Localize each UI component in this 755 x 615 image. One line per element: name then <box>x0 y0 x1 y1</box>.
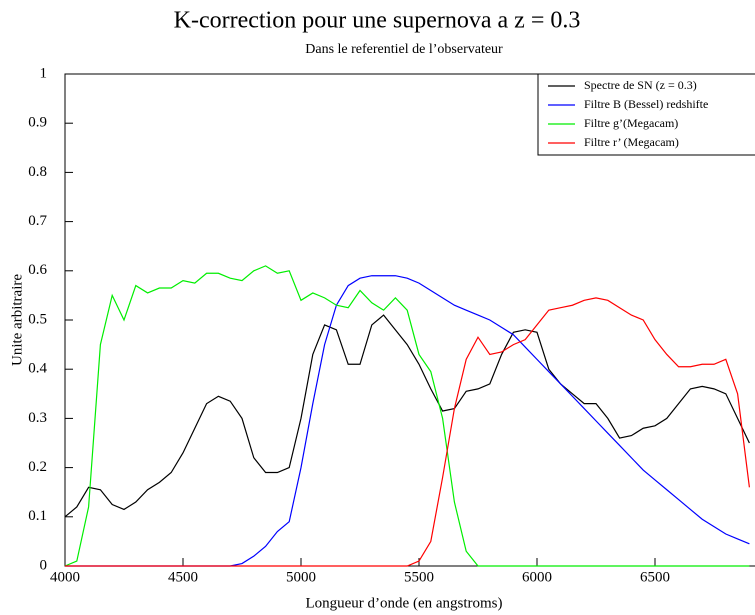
legend-box <box>537 73 755 156</box>
y-tick-label: 0.1 <box>28 508 47 524</box>
y-tick-label: 0.9 <box>28 115 47 131</box>
y-tick-label: 1 <box>40 65 48 81</box>
y-tick-label: 0.6 <box>28 262 47 278</box>
y-tick-label: 0 <box>40 557 48 573</box>
y-tick-label: 0.7 <box>28 213 47 229</box>
x-tick-label: 4500 <box>168 569 198 585</box>
x-tick-label: 6500 <box>640 569 670 585</box>
legend-label: Filtre r’ (Megacam) <box>584 135 679 149</box>
series-line <box>65 275 750 567</box>
x-tick-label: 5500 <box>404 569 434 585</box>
y-tick-label: 0.2 <box>28 459 47 475</box>
chart-title: K-correction pour une supernova a z = 0.… <box>174 8 581 34</box>
y-tick-label: 0.4 <box>28 361 47 377</box>
x-tick-label: 4000 <box>50 569 80 585</box>
y-tick-label: 0.5 <box>28 311 47 327</box>
series-line <box>64 314 750 518</box>
series-line <box>65 297 750 567</box>
legend-label: Filtre g’(Megacam) <box>584 116 678 130</box>
y-tick-label: 0.8 <box>28 164 47 180</box>
y-tick-label: 0.3 <box>28 410 47 426</box>
y-axis-label: Unite arbitraire <box>9 274 25 366</box>
legend-label: Spectre de SN (z = 0.3) <box>584 78 697 92</box>
x-axis-label: Longueur d’onde (en angstroms) <box>305 595 502 611</box>
x-tick-label: 6000 <box>522 569 552 585</box>
chart-subtitle: Dans le referentiel de l’observateur <box>305 42 503 57</box>
series-line <box>64 265 750 567</box>
x-tick-label: 5000 <box>286 569 316 585</box>
legend-label: Filtre B (Bessel) redshifte <box>584 97 708 111</box>
